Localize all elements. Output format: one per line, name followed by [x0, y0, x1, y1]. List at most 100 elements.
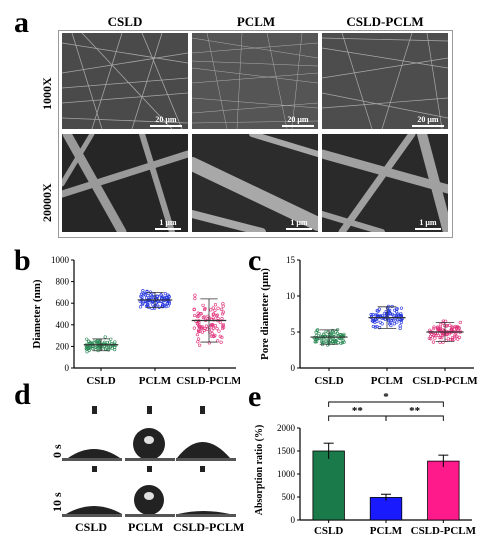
scalebar-pclm-20000x: 1 μm	[286, 218, 312, 230]
contact-angle-images	[62, 406, 236, 517]
data-point	[389, 312, 393, 316]
data-point	[386, 304, 391, 308]
sem-image-pclm-20000x	[192, 134, 318, 232]
data-point	[209, 308, 213, 312]
y-tick-label: 0	[291, 515, 296, 525]
data-point	[340, 334, 345, 338]
data-point	[435, 326, 440, 330]
data-point	[330, 328, 335, 333]
data-point	[432, 325, 436, 329]
data-point	[200, 325, 205, 329]
droplet-pclm-10s	[125, 466, 175, 517]
data-point	[196, 311, 200, 315]
row-title-20000x: 20000X	[40, 183, 54, 222]
bar	[312, 450, 345, 521]
x-tick-label: CSLD	[314, 525, 343, 537]
col-title-csld-pclm: CSLD-PCLM	[346, 14, 424, 29]
data-point	[194, 319, 198, 323]
data-point	[432, 327, 436, 331]
y-tick-label: 600	[56, 298, 70, 308]
bar	[427, 460, 460, 521]
data-point	[382, 316, 386, 320]
data-point	[398, 318, 402, 322]
data-point	[198, 343, 202, 347]
data-point	[165, 302, 169, 306]
data-point	[103, 335, 107, 339]
data-point	[450, 336, 455, 340]
data-point	[214, 314, 219, 318]
data-point	[377, 326, 382, 330]
data-point	[200, 330, 204, 334]
d-col-pclm: PCLM	[128, 520, 164, 534]
data-point	[324, 339, 328, 343]
scalebar-label: 1 μm	[290, 218, 308, 227]
data-point	[141, 288, 145, 293]
data-point	[317, 332, 321, 336]
diameter-scatter-chart: 0 200 400 600 800 1000 Diameter (nm) CSLD PCLM CS…	[31, 255, 240, 387]
data-point	[427, 336, 431, 340]
data-point	[450, 337, 455, 341]
data-point	[330, 340, 334, 344]
data-point	[222, 325, 226, 329]
data-point	[315, 328, 319, 333]
droplet-csld-pclm-10s	[176, 466, 236, 517]
data-point	[218, 320, 222, 325]
data-point	[146, 293, 150, 298]
data-point	[192, 307, 196, 312]
y-tick-label: 800	[56, 277, 70, 287]
data-point	[94, 345, 98, 350]
data-point	[100, 346, 104, 350]
droplet-csld-10s	[62, 466, 122, 517]
data-point	[216, 316, 220, 321]
data-point	[209, 334, 214, 338]
data-point	[166, 293, 170, 297]
data-point	[204, 324, 209, 328]
data-point	[201, 303, 205, 307]
droplet-csld-0s	[62, 406, 122, 461]
significance-bracket	[328, 401, 444, 407]
data-point	[322, 332, 326, 336]
data-point	[437, 328, 442, 332]
data-point	[374, 313, 378, 317]
data-point	[159, 293, 163, 297]
y-tick-label: 1000	[277, 469, 296, 479]
col-title-pclm: PCLM	[236, 14, 276, 29]
data-point	[198, 312, 202, 316]
data-point	[453, 333, 457, 337]
data-point	[212, 318, 216, 322]
data-point	[458, 320, 462, 325]
x-tick-label: PCLM	[370, 525, 403, 537]
data-point	[373, 320, 377, 324]
data-point	[195, 321, 200, 326]
x-tick-label: CSLD-PCLM	[411, 525, 477, 537]
data-point	[208, 330, 212, 334]
data-point	[113, 348, 117, 352]
data-point	[438, 340, 442, 344]
data-point	[197, 329, 201, 334]
data-point	[335, 331, 340, 335]
data-point	[451, 326, 455, 330]
data-point	[341, 339, 345, 343]
data-point	[315, 336, 319, 340]
data-point	[436, 328, 440, 332]
data-point	[315, 337, 319, 341]
data-point	[87, 348, 91, 352]
data-point	[149, 300, 153, 304]
data-point	[438, 322, 443, 327]
data-point	[152, 305, 156, 309]
data-point	[216, 306, 220, 310]
fiber-texture	[322, 33, 448, 129]
data-point	[140, 302, 144, 307]
data-point	[193, 293, 197, 297]
y-tick-label: 0	[65, 363, 70, 373]
data-point	[316, 328, 320, 332]
scalebar-label: 20 μm	[417, 115, 439, 124]
data-point	[196, 340, 200, 344]
data-point	[208, 325, 212, 329]
data-point	[373, 325, 377, 329]
data-point	[221, 304, 225, 308]
data-point	[210, 328, 214, 332]
data-point	[384, 310, 388, 314]
data-point	[202, 315, 206, 319]
significance-label: **	[409, 405, 421, 417]
